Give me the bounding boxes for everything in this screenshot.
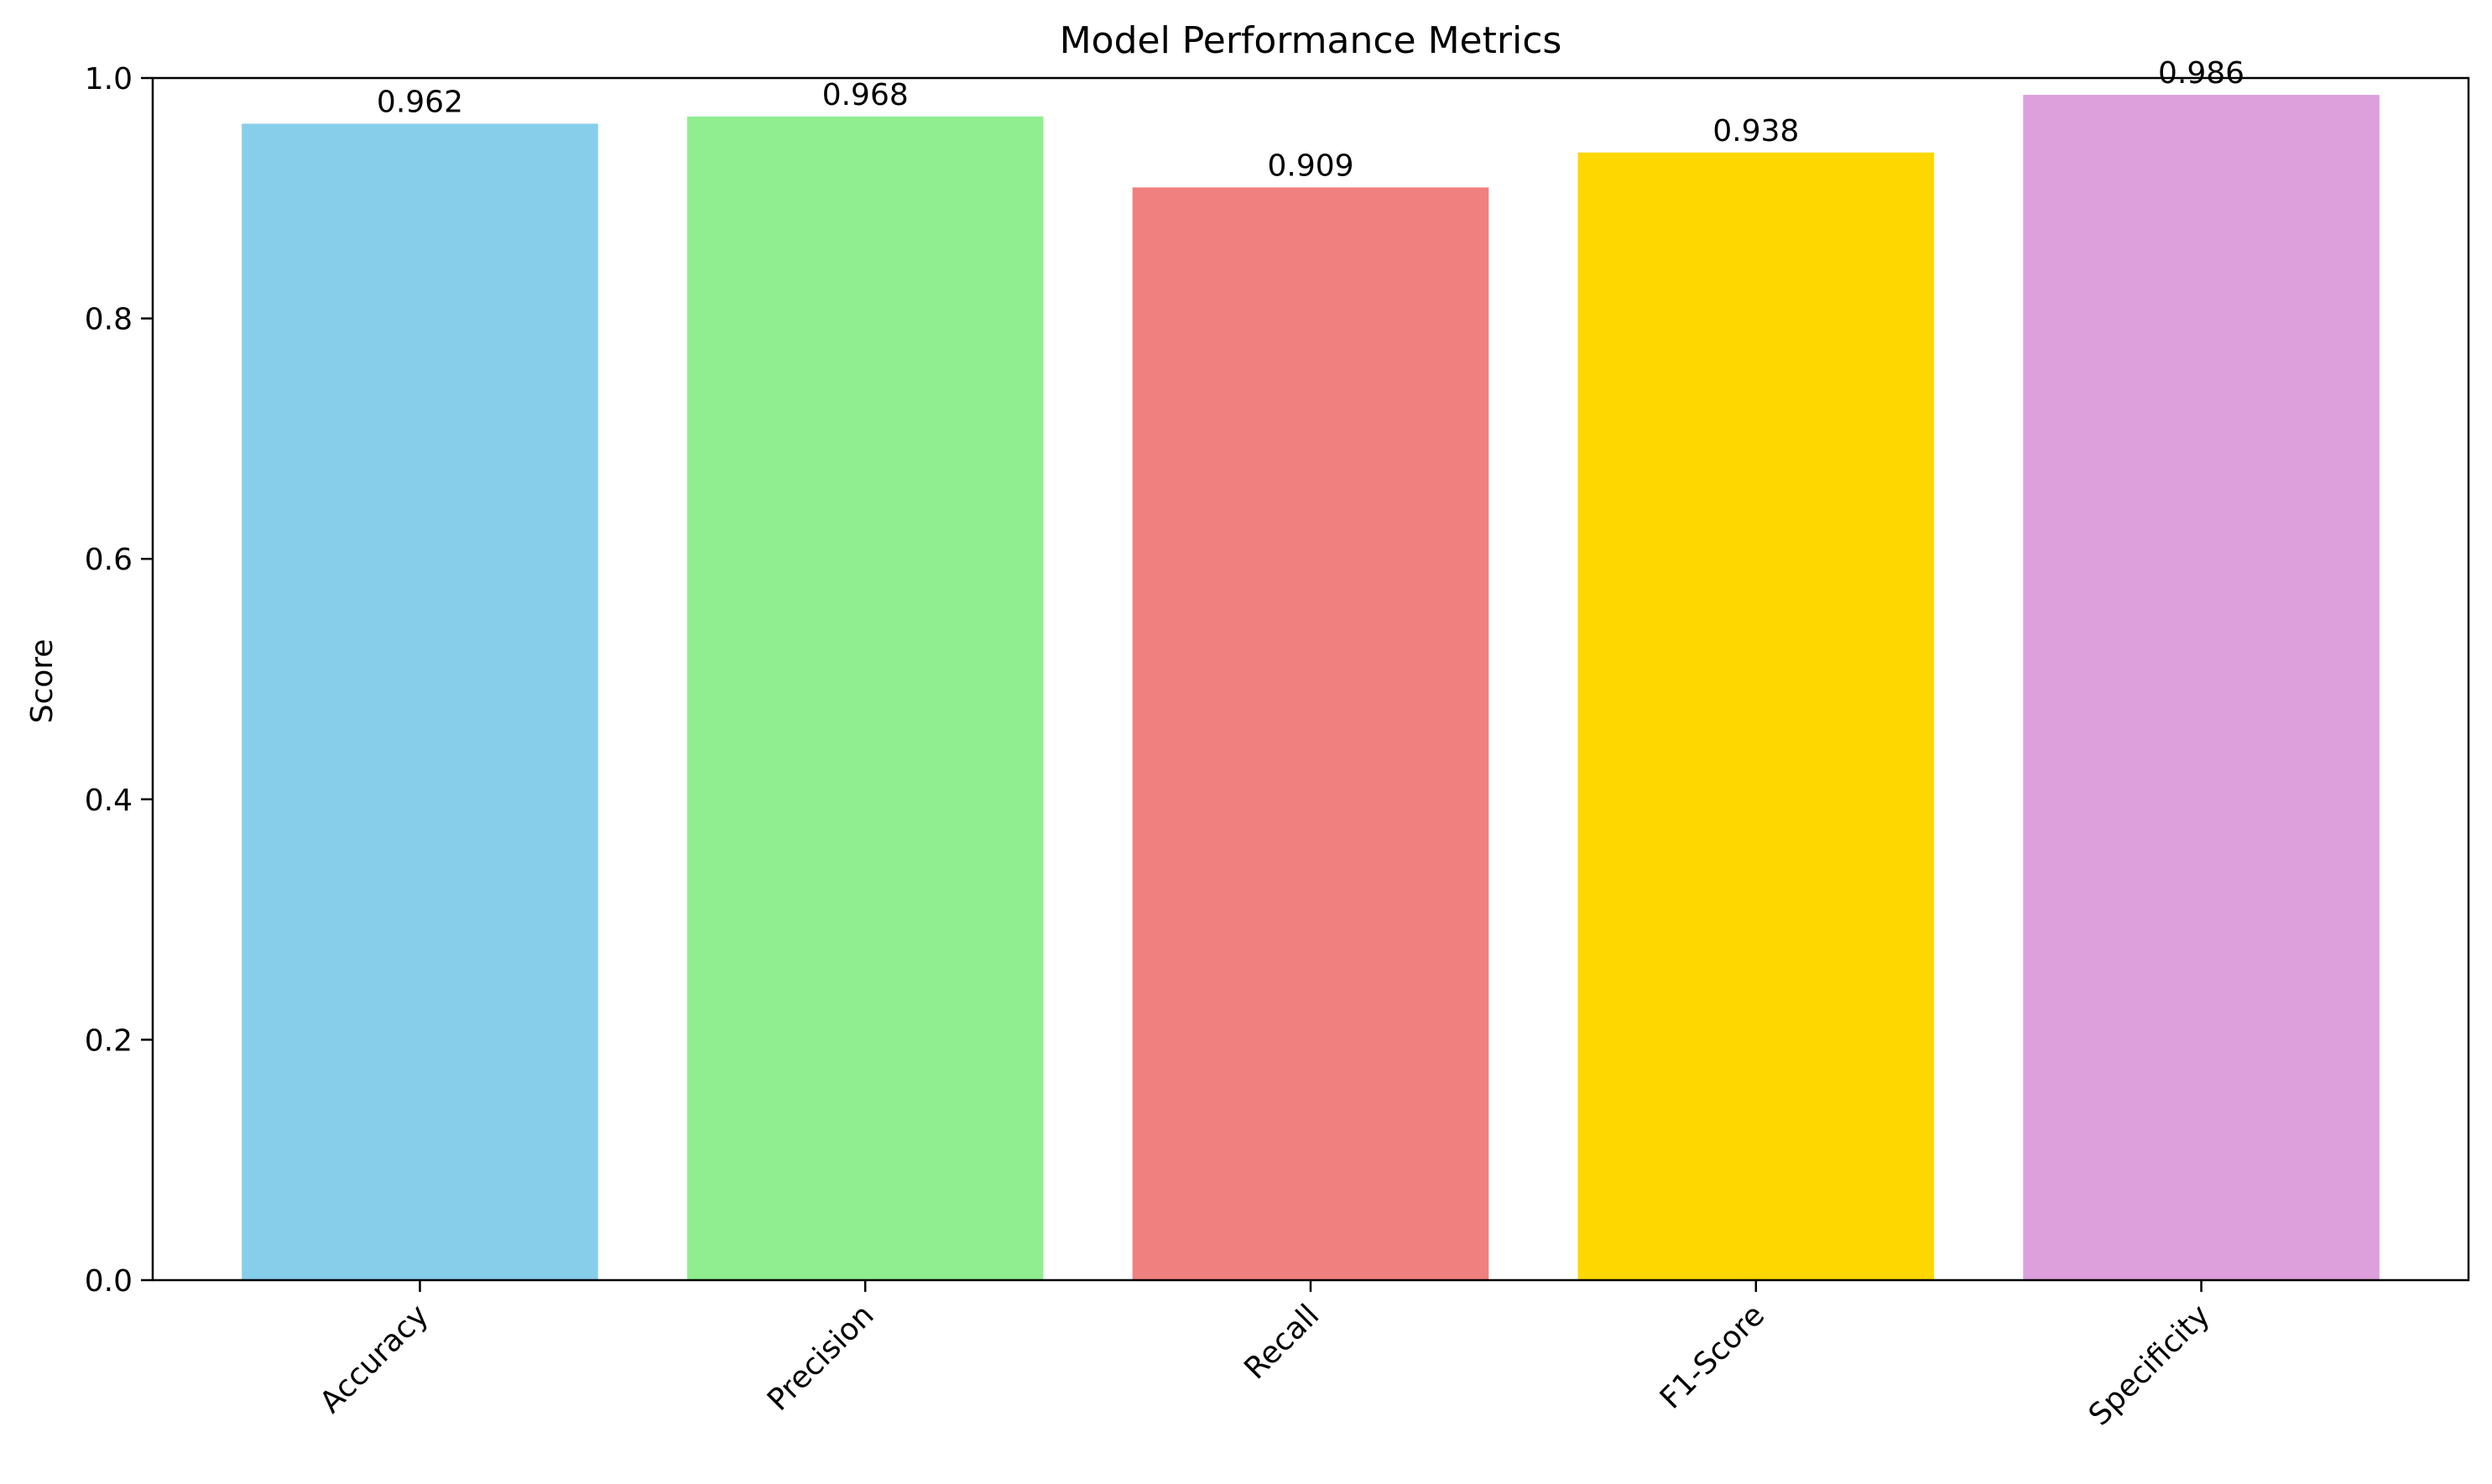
x-axis-ticks: Accuracy Precision Recall F1-Score Specifici… [314, 1280, 2217, 1433]
y-tick-label: 0.0 [85, 1264, 133, 1299]
y-tick-label: 0.8 [85, 303, 133, 337]
x-tick-label-precision: Precision [761, 1298, 881, 1418]
bar-recall [1132, 187, 1489, 1281]
chart-title: Model Performance Metrics [1060, 19, 1562, 62]
x-tick-label-specificity: Specificity [2083, 1298, 2217, 1432]
bar-specificity [2023, 95, 2380, 1280]
x-tick-label-accuracy: Accuracy [314, 1298, 435, 1419]
bar-accuracy [242, 123, 598, 1281]
y-tick-label: 0.2 [85, 1023, 133, 1058]
y-tick-label: 1.0 [85, 62, 133, 96]
data-labels-layer: 0.962 0.968 0.909 0.938 0.986 [377, 56, 2244, 183]
y-axis-label: Score [25, 639, 60, 724]
data-label-recall: 0.909 [1267, 148, 1353, 183]
y-tick-label: 0.4 [85, 784, 133, 818]
data-label-accuracy: 0.962 [377, 85, 463, 119]
bars-layer [242, 95, 2380, 1281]
bar-f1-score [1577, 152, 1935, 1281]
data-label-f1-score: 0.938 [1713, 114, 1799, 148]
y-tick-label: 0.6 [85, 543, 133, 577]
bar-precision [686, 116, 1044, 1281]
x-tick-label-f1-score: F1-Score [1654, 1298, 1771, 1415]
data-label-specificity: 0.986 [2158, 56, 2244, 91]
data-label-precision: 0.968 [822, 78, 909, 112]
x-tick-label-recall: Recall [1238, 1298, 1326, 1386]
y-axis-ticks: 0.0 0.2 0.4 0.6 0.8 1.0 [85, 62, 153, 1299]
plot-area-frame [151, 76, 2470, 1282]
